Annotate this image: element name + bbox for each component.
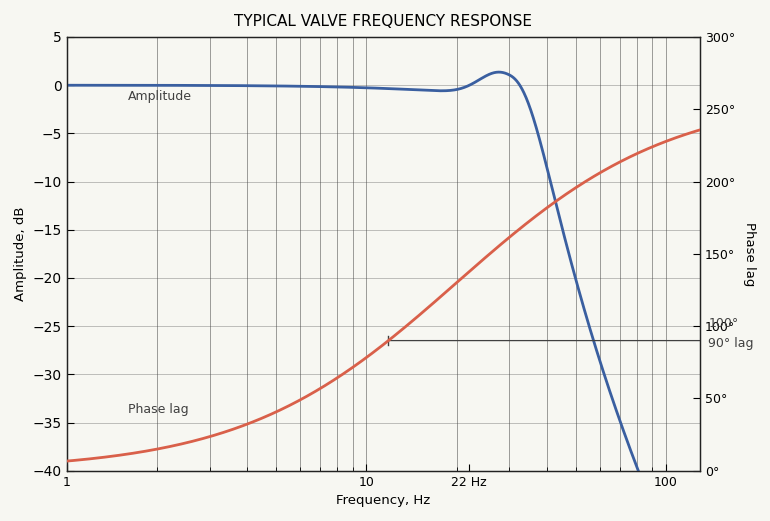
X-axis label: Frequency, Hz: Frequency, Hz [336,494,430,507]
Y-axis label: Phase lag: Phase lag [743,221,756,286]
Text: 100°: 100° [708,317,738,330]
Y-axis label: Amplitude, dB: Amplitude, dB [14,207,27,301]
Text: Phase lag: Phase lag [128,403,189,416]
Text: 90° lag: 90° lag [708,337,754,350]
Text: Amplitude: Amplitude [128,90,192,103]
Title: TYPICAL VALVE FREQUENCY RESPONSE: TYPICAL VALVE FREQUENCY RESPONSE [234,14,532,29]
